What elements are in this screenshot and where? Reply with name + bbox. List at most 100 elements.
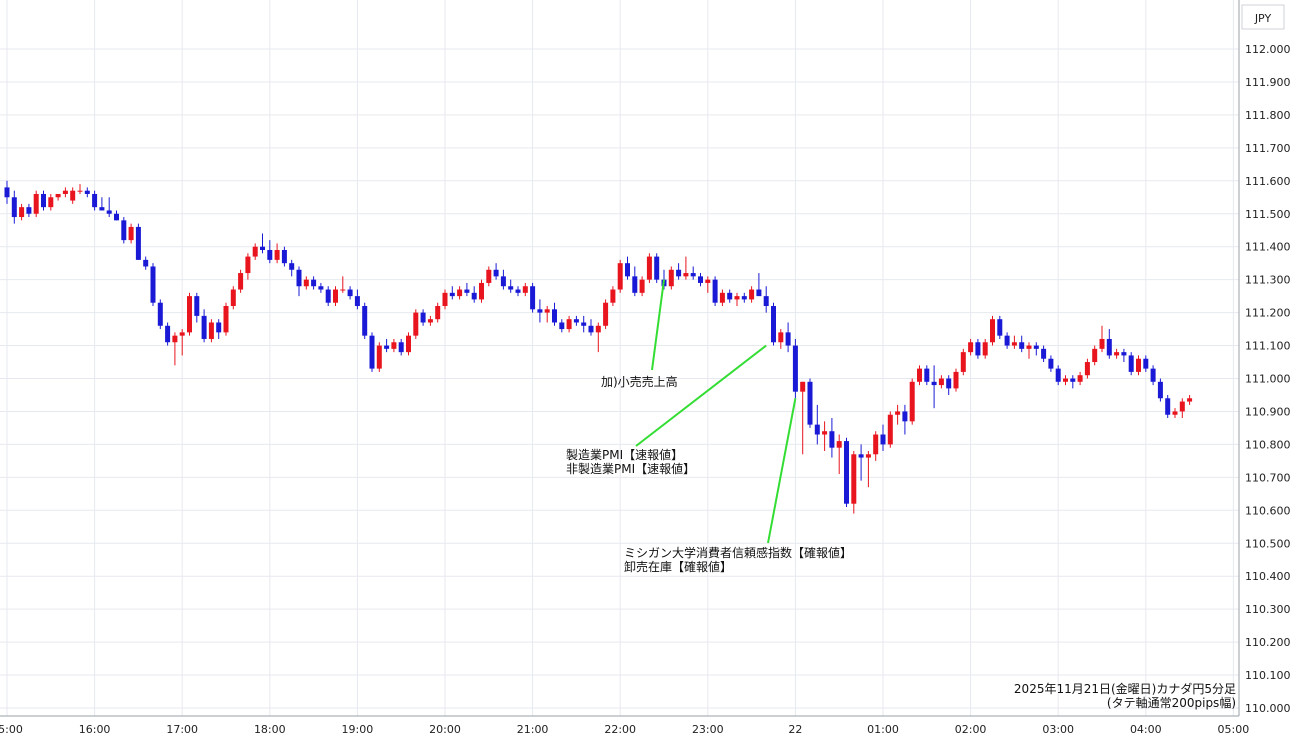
candle: [610, 286, 616, 307]
candle-body: [953, 371, 959, 389]
candle-body: [887, 414, 893, 445]
y-tick-label: 110.200: [1245, 636, 1291, 649]
x-tick-label: 23:00: [692, 723, 724, 736]
candle-body: [515, 289, 521, 293]
candle: [274, 243, 280, 264]
y-tick-label: 111.300: [1245, 274, 1291, 287]
y-tick-label: 111.400: [1245, 241, 1291, 254]
candle: [836, 434, 842, 475]
candle: [1055, 365, 1061, 386]
candle-body: [442, 292, 448, 307]
candle-body: [968, 342, 974, 353]
candle: [829, 418, 835, 458]
event-annotation: 製造業PMI【速報値】非製造業PMI【速報値】: [566, 344, 767, 476]
candle: [734, 292, 740, 307]
candle-body: [822, 431, 828, 435]
candle-body: [763, 296, 769, 307]
candle: [887, 411, 893, 448]
x-tick-label: 22: [788, 723, 802, 736]
candle: [566, 315, 572, 333]
candle: [800, 381, 806, 455]
candle-body: [734, 296, 740, 300]
candle-body: [449, 292, 455, 297]
candle: [1048, 355, 1054, 372]
candle: [1121, 348, 1127, 363]
candle: [471, 286, 477, 303]
candle-body: [420, 312, 426, 323]
y-tick-label: 110.000: [1245, 702, 1291, 715]
candle-body: [581, 322, 587, 326]
candle: [938, 375, 944, 389]
candle: [457, 286, 463, 300]
candle-body: [639, 279, 645, 293]
candle: [1165, 394, 1171, 419]
chart-grid: [0, 0, 1239, 716]
candle: [1026, 342, 1032, 359]
y-tick-label: 112.000: [1245, 43, 1291, 56]
candle: [588, 319, 594, 336]
candle-body: [617, 263, 623, 290]
candle: [347, 286, 353, 300]
event-annotation: 加)小売売上高: [601, 279, 678, 389]
candle: [435, 302, 441, 323]
x-tick-label: 02:00: [955, 723, 987, 736]
candle-body: [844, 441, 849, 504]
candle: [281, 246, 287, 267]
candle: [822, 421, 828, 451]
candle: [924, 365, 930, 386]
candle: [880, 424, 886, 451]
candle-body: [1136, 358, 1141, 372]
candle: [333, 286, 338, 307]
candle: [376, 342, 382, 372]
candle: [106, 197, 112, 218]
candle-body: [33, 193, 39, 214]
candle-body: [457, 289, 463, 297]
candle: [303, 276, 309, 290]
candle-body: [1011, 342, 1017, 346]
candle: [486, 266, 492, 287]
candle: [41, 190, 46, 211]
currency-badge: [1241, 4, 1285, 30]
candle-body: [741, 296, 747, 300]
candle: [1041, 345, 1047, 363]
candlestick-series: [4, 180, 1193, 514]
candle: [413, 309, 419, 339]
candle: [581, 315, 587, 333]
candle: [420, 309, 426, 326]
candle: [464, 282, 470, 297]
candle-body: [559, 322, 565, 330]
candle-body: [836, 441, 842, 448]
candle-body: [391, 342, 397, 349]
candle-body: [851, 454, 857, 504]
candle-body: [829, 431, 835, 448]
candle-body: [771, 306, 776, 343]
candle-body: [676, 269, 682, 277]
candle: [814, 404, 820, 445]
candle: [844, 437, 849, 508]
candle-body: [595, 325, 601, 333]
candle-body: [471, 292, 477, 300]
candle: [902, 404, 908, 435]
candle-body: [1070, 378, 1076, 382]
candle: [1033, 342, 1039, 356]
candle-body: [216, 322, 222, 333]
candle: [398, 338, 404, 356]
currency-label: JPY: [1254, 12, 1272, 25]
candle: [654, 253, 660, 283]
candle-body: [311, 279, 317, 287]
candle: [625, 256, 630, 280]
candle: [698, 273, 703, 287]
y-tick-label: 111.100: [1245, 340, 1291, 353]
candle-body: [376, 345, 382, 369]
candle-body: [990, 319, 995, 343]
candle: [194, 292, 200, 323]
candle-body: [150, 266, 156, 303]
candle-body: [274, 249, 280, 260]
candle-body: [727, 292, 733, 300]
candle-body: [201, 315, 207, 339]
candle: [391, 338, 397, 353]
candle-body: [223, 306, 229, 333]
candle-body: [1128, 355, 1134, 372]
candle: [1179, 398, 1185, 419]
